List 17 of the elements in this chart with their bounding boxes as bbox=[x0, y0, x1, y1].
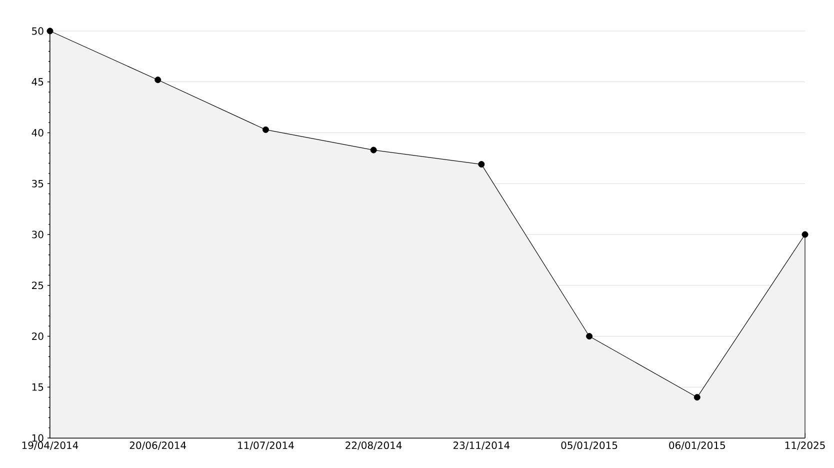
x-tick-label: 19/04/2014 bbox=[22, 442, 78, 450]
y-tick-label: 40 bbox=[32, 128, 44, 137]
x-tick-label: 11/2025 bbox=[785, 442, 825, 450]
y-tick-label: 35 bbox=[32, 180, 44, 188]
x-tick-label: 06/01/2015 bbox=[669, 442, 725, 450]
y-tick-label: 45 bbox=[32, 78, 44, 86]
x-tick-label: 11/07/2014 bbox=[238, 442, 294, 450]
y-tick-label: 10 bbox=[32, 434, 44, 442]
y-tick-label: 30 bbox=[32, 230, 44, 238]
x-tick-label: 22/08/2014 bbox=[346, 442, 402, 450]
x-tick-label: 23/11/2014 bbox=[453, 442, 510, 450]
x-tick-label: 05/01/2015 bbox=[561, 442, 618, 450]
y-tick-label: 15 bbox=[32, 383, 44, 391]
y-tick-label: 50 bbox=[32, 27, 44, 35]
y-tick-label: 20 bbox=[32, 332, 44, 340]
x-tick-label: 20/06/2014 bbox=[130, 442, 186, 450]
y-tick-label: 25 bbox=[32, 282, 44, 290]
